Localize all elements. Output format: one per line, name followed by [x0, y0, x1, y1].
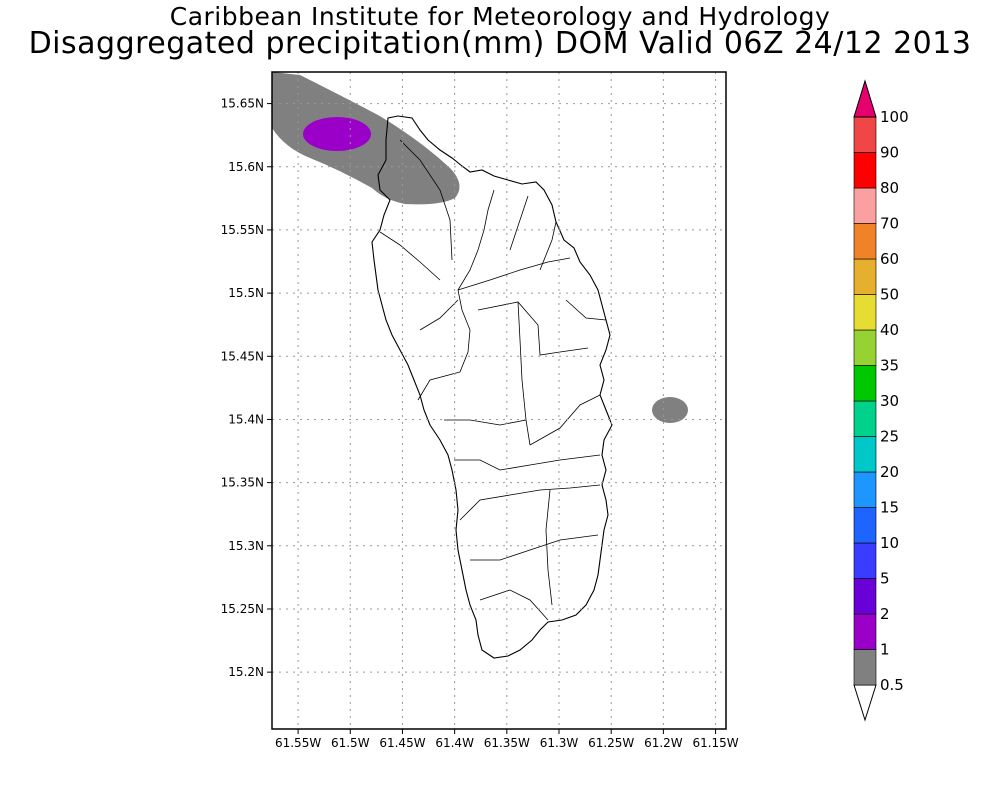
colorbar-under-triangle — [853, 684, 877, 722]
colorbar-box — [853, 258, 877, 295]
colorbar-box — [853, 365, 877, 402]
colorbar-box — [853, 187, 877, 224]
lat-tick-label: 15.65N — [221, 97, 264, 111]
lat-tick-label: 15.2N — [228, 665, 264, 679]
lat-tick-label: 15.55N — [221, 223, 264, 237]
colorbar-label: 60 — [880, 250, 899, 268]
colorbar-label: 35 — [880, 357, 899, 375]
colorbar-box — [853, 507, 877, 544]
colorbar-label: 90 — [880, 144, 899, 162]
colorbar-box — [853, 471, 877, 508]
chart-title-line-1: Caribbean Institute for Meteorology and … — [169, 2, 831, 31]
lon-tick-label: 61.2W — [644, 736, 683, 750]
colorbar-label: 2 — [880, 605, 890, 623]
colorbar-label: 5 — [880, 570, 890, 588]
lon-tick-label: 61.3W — [540, 736, 579, 750]
colorbar-label: 40 — [880, 321, 899, 339]
colorbar-label: 20 — [880, 463, 899, 481]
colorbar-box — [853, 613, 877, 650]
colorbar-over-triangle — [853, 79, 877, 118]
colorbar-label: 10 — [880, 534, 899, 552]
precip-area-gray-east — [652, 397, 688, 423]
colorbar-label: 70 — [880, 215, 899, 233]
colorbar-label: 30 — [880, 392, 899, 410]
colorbar-label: 15 — [880, 499, 899, 517]
latitude-axis: 15.65N 15.6N 15.55N 15.5N 15.45N 15.4N 15.35N 1… — [221, 97, 272, 679]
colorbar-box — [853, 152, 877, 189]
island-outline — [371, 115, 613, 659]
colorbar-box — [853, 578, 877, 615]
lon-tick-label: 61.55W — [275, 736, 321, 750]
watershed-boundaries — [379, 139, 607, 621]
lon-tick-label: 61.45W — [379, 736, 425, 750]
precip-area-purple — [303, 117, 371, 151]
lon-tick-label: 61.35W — [484, 736, 530, 750]
map-gridlines — [272, 72, 726, 729]
lat-tick-label: 15.6N — [228, 160, 264, 174]
colorbar-label: 50 — [880, 286, 899, 304]
colorbar-label: 100 — [880, 108, 909, 126]
colorbar-box — [853, 400, 877, 437]
lat-tick-label: 15.45N — [221, 349, 264, 363]
colorbar-label: 80 — [880, 179, 899, 197]
colorbar-box — [853, 329, 877, 366]
colorbar-box — [853, 649, 877, 686]
lat-tick-label: 15.4N — [228, 412, 264, 426]
lat-tick-label: 15.35N — [221, 476, 264, 490]
lon-tick-label: 61.25W — [588, 736, 634, 750]
lat-tick-label: 15.5N — [228, 286, 264, 300]
colorbar-label: 1 — [880, 641, 890, 659]
colorbar-box — [853, 223, 877, 260]
map-panel-background — [272, 72, 726, 729]
lon-tick-label: 61.15W — [692, 736, 738, 750]
colorbar-box — [853, 116, 877, 153]
chart-title-line-2: Disaggregated precipitation(mm) DOM Vali… — [28, 26, 972, 61]
longitude-axis: 61.55W 61.5W 61.45W 61.4W 61.35W 61.3W 61.25W 6… — [275, 729, 739, 750]
colorbar-label: 0.5 — [880, 676, 904, 694]
colorbar-box — [853, 542, 877, 579]
lat-tick-label: 15.25N — [221, 602, 264, 616]
colorbar-box — [853, 294, 877, 331]
colorbar-label: 25 — [880, 428, 899, 446]
colorbar-box — [853, 436, 877, 473]
lon-tick-label: 61.4W — [435, 736, 474, 750]
lat-tick-label: 15.3N — [228, 539, 264, 553]
lon-tick-label: 61.5W — [331, 736, 370, 750]
map-frame — [271, 71, 727, 730]
